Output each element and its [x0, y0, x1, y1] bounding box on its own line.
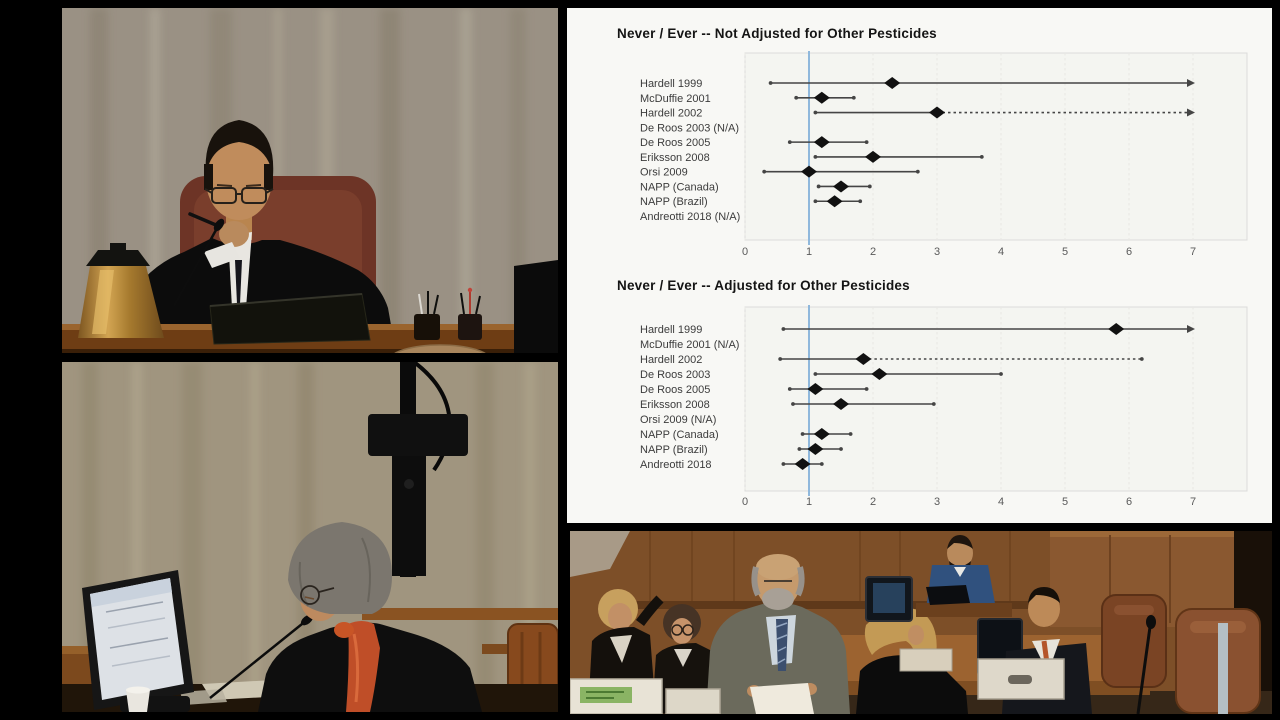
exhibit-slide: Never / Ever -- Not Adjusted for Other P…	[567, 8, 1272, 523]
camera-mount-pole	[368, 362, 468, 577]
svg-text:Eriksson 2008: Eriksson 2008	[640, 152, 710, 164]
svg-text:2: 2	[870, 496, 876, 508]
pen-cups	[414, 287, 482, 340]
microphone-icon	[172, 218, 225, 307]
bench-monitor	[209, 293, 371, 345]
standing-counsel	[706, 554, 850, 714]
chart-title-adjusted: Never / Ever -- Adjusted for Other Pesti…	[617, 278, 910, 293]
svg-text:McDuffie 2001 (N/A): McDuffie 2001 (N/A)	[640, 339, 739, 351]
svg-text:6: 6	[1126, 246, 1132, 258]
svg-text:Andreotti 2018: Andreotti 2018	[640, 459, 712, 471]
banker-boxes	[570, 678, 721, 714]
svg-text:Orsi 2009: Orsi 2009	[640, 167, 688, 179]
judge-camera-feed	[62, 8, 558, 353]
svg-text:Orsi 2009 (N/A): Orsi 2009 (N/A)	[640, 414, 716, 426]
svg-text:3: 3	[934, 496, 940, 508]
svg-text:NAPP (Canada): NAPP (Canada)	[640, 181, 719, 193]
witness-camera-feed	[62, 362, 558, 712]
svg-text:NAPP (Brazil): NAPP (Brazil)	[640, 196, 708, 208]
svg-text:0: 0	[742, 496, 748, 508]
clerk-head-top	[394, 344, 486, 353]
forest-plot-unadjusted: 0 1 2 3 4 5 6 7 Hardell 1999 McDuffie 2001 Hardell…	[640, 51, 1248, 258]
svg-text:Andreotti 2018 (N/A): Andreotti 2018 (N/A)	[640, 211, 740, 223]
door-light-sliver	[1218, 623, 1228, 714]
svg-text:7: 7	[1190, 496, 1196, 508]
svg-text:0: 0	[742, 246, 748, 258]
chart-title-unadjusted: Never / Ever -- Not Adjusted for Other P…	[617, 26, 937, 41]
witness-monitor	[82, 570, 194, 712]
mic-stand-icon	[1136, 615, 1156, 714]
svg-text:NAPP (Canada): NAPP (Canada)	[640, 429, 719, 441]
glasses-icon	[204, 187, 274, 204]
svg-text:5: 5	[1062, 246, 1068, 258]
svg-text:De Roos 2003: De Roos 2003	[640, 369, 710, 381]
side-monitor-edge	[514, 260, 558, 353]
back-rail	[362, 608, 558, 620]
svg-text:De Roos 2003 (N/A): De Roos 2003 (N/A)	[640, 122, 739, 134]
binder-box-table	[899, 648, 1065, 700]
svg-text:McDuffie 2001: McDuffie 2001	[640, 93, 711, 105]
svg-text:NAPP (Brazil): NAPP (Brazil)	[640, 444, 708, 456]
witness-figure	[258, 522, 482, 712]
paper-cup	[126, 686, 150, 712]
svg-text:De Roos 2005: De Roos 2005	[640, 384, 710, 396]
svg-text:4: 4	[998, 496, 1004, 508]
svg-text:3: 3	[934, 246, 940, 258]
svg-text:5: 5	[1062, 496, 1068, 508]
svg-text:2: 2	[870, 246, 876, 258]
svg-text:4: 4	[998, 246, 1004, 258]
water-pitcher	[78, 243, 164, 338]
svg-text:Hardell 2002: Hardell 2002	[640, 354, 702, 366]
courtroom-camera-feed	[570, 531, 1272, 714]
svg-text:1: 1	[806, 246, 812, 258]
standing-man-blue-suit	[916, 535, 1012, 617]
svg-text:De Roos 2005: De Roos 2005	[640, 137, 710, 149]
glasses-icon	[300, 585, 320, 605]
svg-text:Hardell 1999: Hardell 1999	[640, 78, 702, 90]
svg-text:Hardell 1999: Hardell 1999	[640, 324, 702, 336]
svg-text:7: 7	[1190, 246, 1196, 258]
svg-text:6: 6	[1126, 496, 1132, 508]
forest-plot-adjusted: 0 1 2 3 4 5 6 7 Hardell 1999 McDuffie 2001 (N/A) H…	[640, 305, 1248, 508]
svg-text:1: 1	[806, 496, 812, 508]
svg-text:Hardell 2002: Hardell 2002	[640, 108, 702, 120]
svg-text:Eriksson 2008: Eriksson 2008	[640, 399, 710, 411]
